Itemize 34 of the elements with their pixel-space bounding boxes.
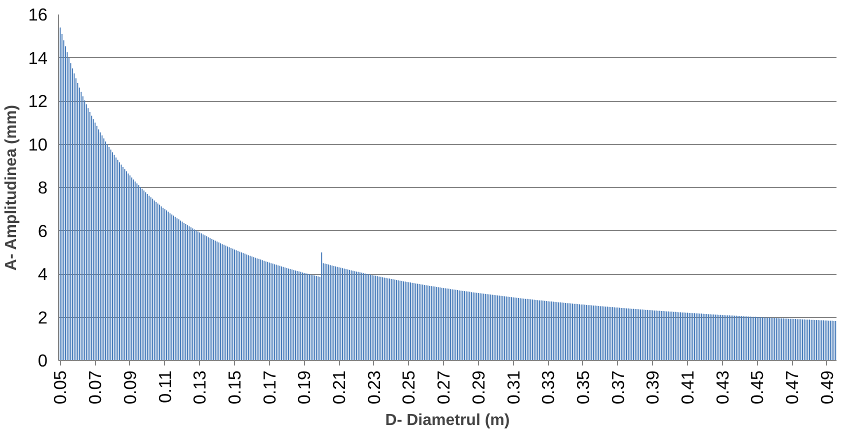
x-tick-label: 0.33 bbox=[538, 370, 558, 404]
x-tick-label: 0.21 bbox=[329, 370, 350, 404]
y-tick-label: 2 bbox=[38, 307, 48, 328]
x-tick-label: 0.49 bbox=[816, 370, 837, 404]
y-axis-title: A- Amplitudinea (mm) bbox=[3, 104, 20, 271]
x-tick-label: 0.23 bbox=[364, 370, 384, 404]
x-axis-title: D- Diametrul (m) bbox=[385, 412, 510, 430]
x-tick-label: 0.39 bbox=[642, 370, 663, 404]
x-tick-label: 0.35 bbox=[572, 370, 593, 404]
y-tick-label: 8 bbox=[38, 178, 48, 198]
y-tick-label: 12 bbox=[28, 91, 48, 111]
x-tick-label: 0.41 bbox=[678, 370, 698, 404]
x-tick-label: 0.11 bbox=[154, 370, 175, 403]
x-tick-label: 0.47 bbox=[782, 370, 802, 404]
x-tick-label: 0.19 bbox=[294, 370, 314, 404]
x-tick-label: 0.29 bbox=[468, 370, 488, 404]
x-tick-label: 0.05 bbox=[50, 370, 70, 404]
x-tick-label: 0.43 bbox=[712, 370, 732, 404]
x-tick-label: 0.37 bbox=[608, 370, 628, 404]
y-tick-label: 10 bbox=[28, 134, 48, 154]
y-tick-label: 14 bbox=[28, 48, 48, 68]
x-tick-label: 0.27 bbox=[434, 370, 454, 404]
x-tick-label: 0.09 bbox=[120, 370, 140, 404]
x-tick-label: 0.13 bbox=[190, 370, 210, 404]
x-tick-label: 0.25 bbox=[398, 370, 419, 404]
y-tick-label: 6 bbox=[38, 220, 48, 241]
x-tick-label: 0.17 bbox=[259, 370, 280, 404]
x-tick-label: 0.15 bbox=[224, 370, 244, 404]
x-tick-label: 0.31 bbox=[503, 370, 524, 404]
y-tick-label: 16 bbox=[28, 4, 48, 24]
y-tick-label: 0 bbox=[38, 350, 48, 370]
x-tick-label: 0.45 bbox=[747, 370, 768, 404]
x-tick-label: 0.07 bbox=[85, 370, 106, 404]
y-tick-label: 4 bbox=[38, 264, 48, 284]
